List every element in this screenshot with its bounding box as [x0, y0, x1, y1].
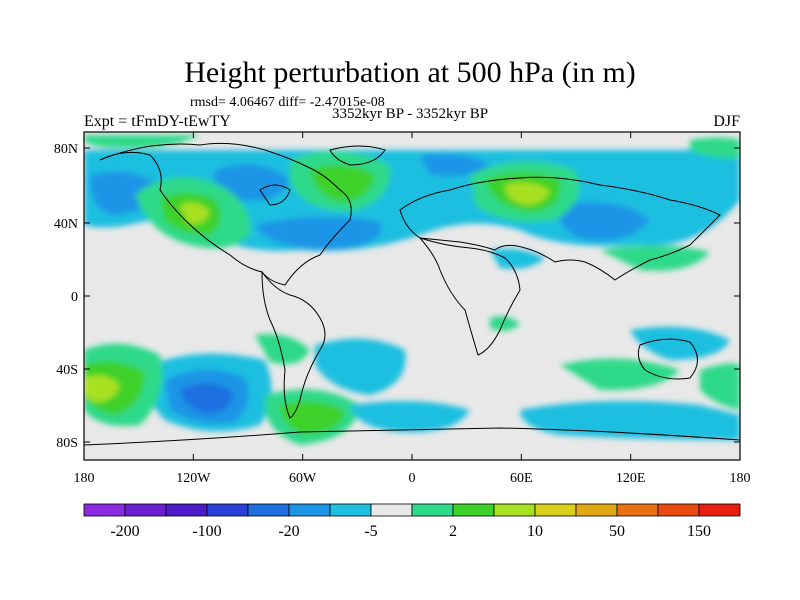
stats-label: rmsd= 4.06467 diff= -2.47015e-08 [190, 95, 385, 110]
colorbar-swatch [493, 503, 536, 517]
colorbar-label: 10 [527, 523, 543, 540]
colorbar-swatch [534, 503, 577, 517]
colorbar-swatch [452, 503, 495, 517]
lon-tick-label: 120W [176, 471, 211, 486]
colorbar-swatch [575, 503, 618, 517]
colorbar-label: -20 [278, 523, 299, 540]
axis-ticks: 80N 40N 0 40S 80S 180 120W 60W 0 60E 120E 180 [54, 132, 751, 486]
colorbar-swatch [411, 503, 454, 517]
lat-tick-label: 0 [71, 290, 78, 305]
map-title: Height perturbation at 500 hPa (in m) [184, 56, 636, 89]
period-label: 3352kyr BP - 3352kyr BP [332, 106, 488, 122]
lon-tick-label: 180 [730, 471, 751, 486]
lon-tick-label: 60W [289, 471, 317, 486]
colorbar-swatch [124, 503, 167, 517]
lat-tick-label: 80S [56, 436, 78, 451]
colorbar-swatch [83, 503, 126, 517]
lon-tick-label: 180 [74, 471, 95, 486]
coastlines [84, 142, 740, 446]
colorbar-label: 2 [449, 523, 457, 540]
colorbar-swatch [206, 503, 249, 517]
season-label: DJF [713, 113, 740, 130]
colorbar-swatch [247, 503, 290, 517]
colorbar-label: -5 [364, 523, 377, 540]
colorbar-swatch [165, 503, 208, 517]
colorbar-label: 150 [687, 523, 711, 540]
lat-tick-label: 40S [56, 363, 78, 378]
colorbar-swatch [329, 503, 372, 517]
colorbar: -200 -100 -20 -5 2 10 50 150 [83, 503, 741, 540]
colorbar-swatch [288, 503, 331, 517]
colorbar-swatch [657, 503, 700, 517]
lat-tick-label: 40N [54, 217, 78, 232]
lon-tick-label: 0 [409, 471, 416, 486]
colorbar-swatch [616, 503, 659, 517]
lon-tick-label: 120E [616, 471, 646, 486]
colorbar-swatch [370, 503, 413, 517]
experiment-label: Expt = tFmDY-tEwTY [84, 113, 231, 130]
colorbar-label: -200 [110, 523, 139, 540]
lat-tick-label: 80N [54, 142, 78, 157]
lon-tick-label: 60E [510, 471, 533, 486]
colorbar-label: -100 [192, 523, 221, 540]
colorbar-label: 50 [609, 523, 625, 540]
colorbar-swatch [698, 503, 741, 517]
map-panel [84, 132, 740, 460]
